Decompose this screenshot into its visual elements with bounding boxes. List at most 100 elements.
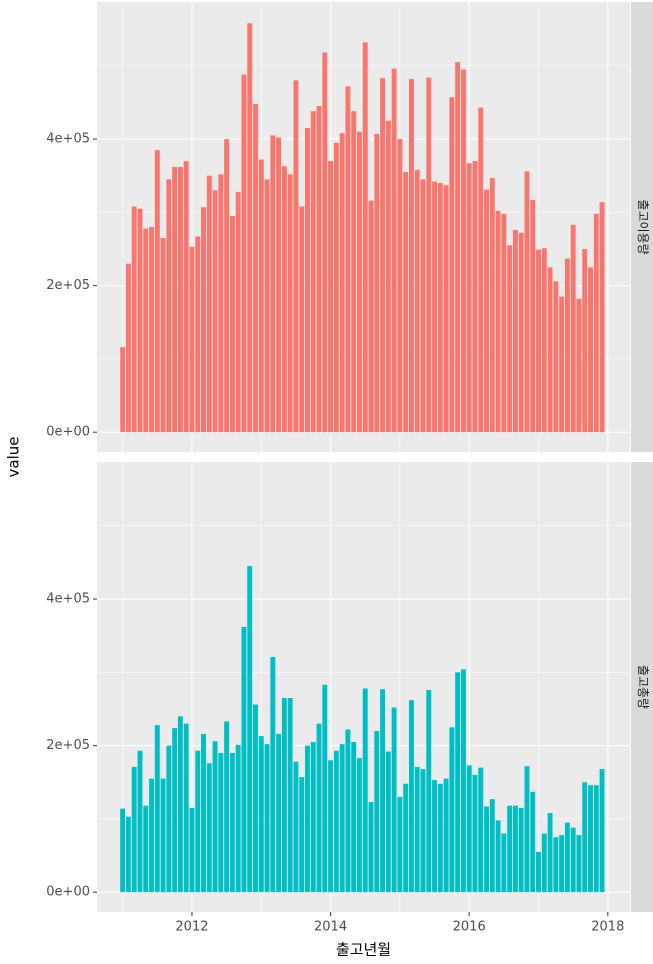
bar (276, 733, 282, 893)
bar (541, 833, 547, 893)
x-axis-title: 출고년월 (336, 941, 391, 959)
bar (443, 778, 449, 893)
bar (391, 707, 397, 893)
bar (351, 111, 357, 433)
bar (553, 281, 559, 433)
bar (241, 626, 247, 893)
bar (432, 780, 437, 893)
bar (270, 135, 276, 433)
bar (258, 159, 264, 433)
bar (588, 267, 593, 433)
x-tick-label: 2012 (175, 920, 208, 935)
bar (553, 837, 559, 893)
bar (512, 229, 518, 433)
bar (160, 237, 166, 433)
bar (224, 139, 230, 433)
bar (154, 725, 160, 893)
bar (333, 142, 339, 433)
bar (466, 765, 472, 893)
bar (293, 80, 299, 433)
bar (437, 183, 443, 433)
bar (143, 805, 149, 893)
bar (593, 785, 599, 893)
bar (287, 174, 293, 433)
bar (564, 258, 570, 433)
x-tick-label: 2016 (453, 920, 486, 935)
bar (224, 721, 230, 893)
bar (426, 77, 432, 433)
y-tick-label: 4e+05 (46, 592, 90, 607)
bar (507, 245, 513, 433)
bar (524, 766, 530, 893)
bar (258, 736, 264, 893)
bar (229, 216, 235, 433)
bar (345, 86, 351, 433)
x-tick-label: 2018 (591, 920, 624, 935)
bar (154, 150, 160, 433)
strip (631, 2, 653, 452)
bar (276, 137, 282, 433)
bar (183, 723, 189, 893)
bar (235, 744, 241, 893)
bar (316, 106, 322, 433)
bar (281, 166, 287, 433)
bar (160, 778, 166, 893)
bar (536, 851, 541, 893)
bar (357, 131, 362, 433)
bar (478, 767, 484, 893)
bar (588, 785, 593, 893)
bar (437, 783, 443, 893)
bar (183, 161, 189, 433)
bar (385, 751, 391, 893)
bar (374, 133, 380, 433)
strip-label: 출고이용량 (636, 199, 650, 254)
bar (120, 808, 126, 893)
bar (253, 103, 258, 433)
bar (380, 78, 386, 433)
bar (507, 805, 513, 893)
y-tick-label: 0e+00 (46, 425, 90, 440)
bar (212, 190, 218, 433)
bar (472, 161, 478, 433)
bar (235, 191, 241, 433)
bar (501, 213, 507, 433)
bar (460, 69, 466, 433)
bar (310, 111, 316, 433)
bar (374, 730, 380, 893)
bar (403, 783, 409, 893)
bar (460, 669, 466, 893)
bar (362, 42, 368, 433)
bar (403, 172, 409, 433)
bar (518, 807, 524, 893)
bar (489, 799, 495, 893)
bar (345, 729, 351, 893)
bar (305, 128, 310, 433)
bar (247, 23, 253, 433)
bar (143, 228, 149, 433)
bar (484, 189, 489, 433)
strip (631, 462, 653, 912)
bar (125, 263, 131, 433)
bar (201, 733, 206, 893)
bar (264, 744, 270, 893)
bar (489, 177, 495, 433)
bar (177, 716, 183, 893)
bar (357, 758, 362, 893)
bar (270, 656, 276, 893)
bar (206, 763, 212, 893)
bar (293, 761, 299, 893)
bar (351, 741, 357, 893)
bar (599, 769, 605, 893)
bar (455, 62, 461, 433)
bar (495, 210, 501, 433)
bar (189, 246, 195, 433)
bar (397, 796, 403, 893)
y-tick-label: 0e+00 (46, 885, 90, 900)
bar (582, 248, 588, 433)
bar (524, 171, 530, 433)
bar (166, 179, 172, 433)
y-axis-title: value (5, 437, 23, 478)
bar (328, 161, 334, 433)
bar (189, 807, 195, 893)
